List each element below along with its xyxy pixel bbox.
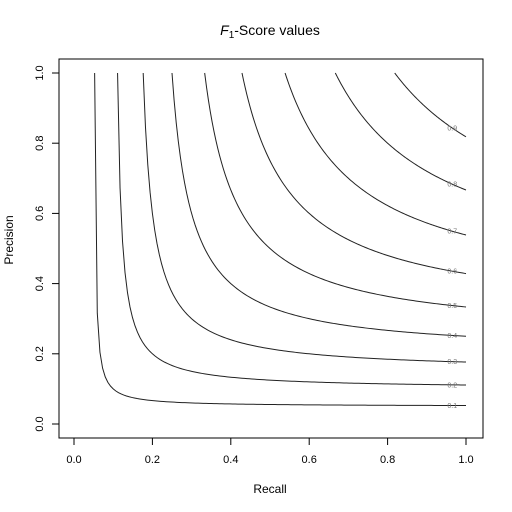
x-axis: 0.0 0.2 0.4 0.6 0.8 1.0 — [66, 437, 474, 466]
contour-line — [171, 72, 467, 337]
y-axis: 0.0 0.2 0.4 0.6 0.8 1.0 — [34, 65, 60, 432]
contour-line — [204, 72, 467, 308]
contour-line — [334, 72, 467, 191]
contour-label: 0.5 — [447, 303, 457, 310]
contour-line — [394, 72, 467, 138]
contour-line — [142, 72, 467, 363]
y-tick-label: 0.4 — [34, 276, 46, 291]
contour-label: 0.7 — [447, 229, 457, 236]
contour-label: 0.6 — [447, 269, 457, 276]
y-tick-label: 1.0 — [34, 65, 46, 80]
x-tick-label: 0.6 — [302, 454, 317, 466]
y-tick-label: 0.0 — [34, 416, 46, 431]
contour-label: 0.4 — [447, 333, 457, 340]
contour-line — [94, 72, 467, 407]
x-tick-label: 0.2 — [145, 454, 160, 466]
x-tick-label: 0.8 — [380, 454, 395, 466]
y-tick-label: 0.6 — [34, 206, 46, 221]
contour-label: 0.9 — [447, 126, 457, 133]
title-subscript: 1 — [229, 30, 235, 41]
contour-line — [241, 72, 467, 275]
contour-line — [284, 72, 467, 236]
x-tick-label: 0.4 — [223, 454, 238, 466]
contour-lines: 0.1 0.2 0.3 0.4 0.5 0.6 0.7 0.8 0.9 — [94, 72, 467, 410]
y-tick-label: 0.2 — [34, 346, 46, 361]
chart-title: F1-Score values — [220, 22, 320, 41]
contour-label: 0.8 — [447, 182, 457, 189]
y-axis-label: Precision — [2, 215, 16, 264]
contour-label: 0.2 — [447, 382, 457, 389]
x-axis-label: Recall — [253, 482, 286, 496]
contour-label: 0.3 — [447, 359, 457, 366]
contour-line — [117, 72, 467, 386]
x-tick-label: 1.0 — [458, 454, 473, 466]
y-tick-label: 0.8 — [34, 136, 46, 151]
contour-label: 0.1 — [447, 403, 457, 410]
title-italic-part: F — [220, 22, 230, 38]
title-rest: -Score values — [234, 22, 320, 38]
x-tick-label: 0.0 — [66, 454, 81, 466]
